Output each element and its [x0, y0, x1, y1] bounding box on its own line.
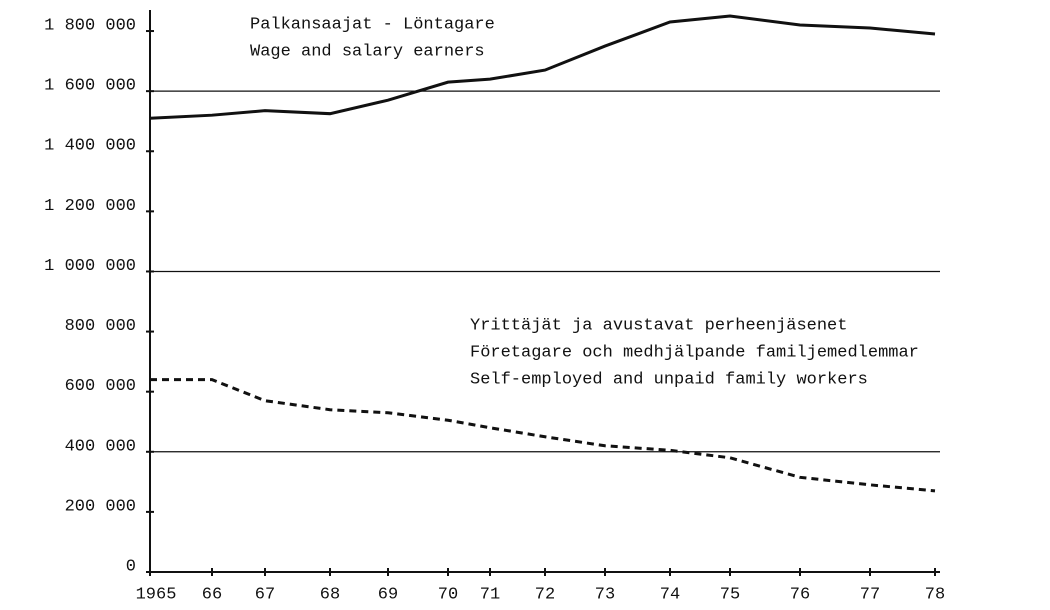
y-tick-label: 1 400 000 [44, 137, 136, 156]
y-tick-label: 600 000 [65, 377, 136, 396]
x-tick-label: 73 [595, 585, 615, 604]
annotation: Yrittäjät ja avustavat perheenjäsenet [470, 316, 847, 335]
y-tick-label: 1 000 000 [44, 257, 136, 276]
x-tick-label: 70 [438, 585, 458, 604]
annotation: Företagare och medhjälpande familjemedle… [470, 343, 919, 362]
y-tick-label: 1 600 000 [44, 77, 136, 96]
x-tick-label: 67 [255, 585, 275, 604]
y-tick-label: 1 800 000 [44, 17, 136, 36]
x-tick-label: 1965 [136, 585, 177, 604]
x-tick-label: 76 [790, 585, 810, 604]
y-tick-label: 1 200 000 [44, 197, 136, 216]
y-tick-label: 400 000 [65, 437, 136, 456]
x-tick-label: 72 [535, 585, 555, 604]
y-tick-label: 800 000 [65, 317, 136, 336]
annotation: Wage and salary earners [250, 42, 485, 61]
x-tick-label: 69 [378, 585, 398, 604]
x-tick-label: 75 [720, 585, 740, 604]
y-tick-label: 200 000 [65, 497, 136, 516]
x-tick-label: 68 [320, 585, 340, 604]
x-tick-label: 71 [480, 585, 500, 604]
y-tick-label: 0 [126, 557, 136, 576]
series-line [149, 14, 936, 120]
x-tick-label: 78 [925, 585, 945, 604]
x-tick-label: 74 [660, 585, 680, 604]
annotation: Self-employed and unpaid family workers [470, 370, 868, 389]
x-tick-label: 77 [860, 585, 880, 604]
series-line [150, 378, 936, 493]
annotation: Palkansaajat - Löntagare [250, 15, 495, 34]
x-tick-label: 66 [202, 585, 222, 604]
